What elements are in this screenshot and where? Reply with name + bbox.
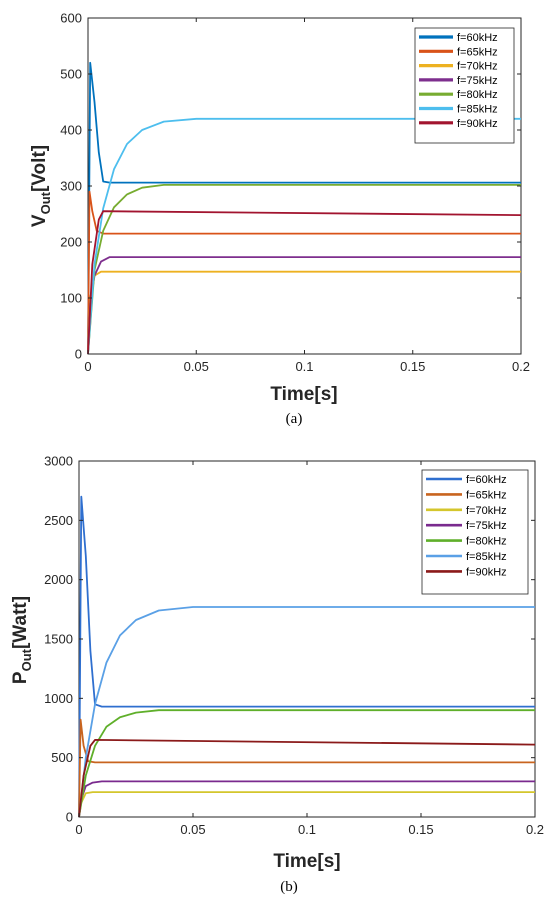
x-tick-label-a-2: 0.1 [295,359,313,374]
x-tick-label-a-1: 0.05 [184,359,209,374]
x-tick-label-b-1: 0.05 [180,822,205,837]
series-line-a-2 [87,190,521,355]
x-tick-label-a-3: 0.15 [400,359,425,374]
tick-layer-a: 0 0.05 0.1 0.15 0.2 0 100 200 300 400 500 600 [60,11,530,375]
y-tick-label-b-1: 500 [51,750,73,765]
y-axis-title-main-b: P [10,671,31,684]
legend-label-a-3: f=70kHz [457,61,498,73]
x-tick-label-a-0: 0 [84,359,91,374]
x-tick-label-a-4: 0.2 [512,359,530,374]
y-tick-label-a-0: 0 [75,347,82,362]
legend-label-a-4: f=75kHz [457,75,498,87]
legend-box-b [421,469,529,595]
series-line-b-6 [78,606,535,818]
series-line-b-1 [78,495,535,818]
series-layer-b [78,495,536,818]
y-tick-label-a-2: 200 [60,235,82,250]
legend-label-b-7: f=90kHz [466,566,507,578]
series-line-b-7 [78,739,536,818]
chart-panel-b: 0 0.05 0.1 0.15 0.2050010001500200025003000 … [10,454,544,896]
legend-label-b-6: f=85kHz [466,551,507,563]
legend-label-a-5: f=80kHz [457,89,498,101]
series-line-a-6 [87,117,521,355]
y-tick-label-b-0: 0 [66,810,73,825]
legend-label-a-2: f=65kHz [457,46,498,58]
x-tick-label-b-2: 0.1 [298,822,316,837]
legend-items-a: f=60kHz f=65kHz f=70kHz f=75kHz f=80kHz f=85k… [419,32,498,130]
y-tick-label-a-3: 300 [60,179,82,194]
y-tick-label-a-5: 500 [60,67,82,82]
legend-label-b-1: f=60kHz [466,474,507,486]
tick-layer-b: 0 0.05 0.1 0.15 0.2 0 500 1000 1500 2000 2500 3000 [44,454,544,838]
x-axis-title-a: Time[s] [270,384,337,405]
y-axis-title-b: POut[Watt] [10,596,34,684]
y-tick-label-b-3: 1500 [44,632,73,647]
y-axis-title-a: VOut[Volt] [29,145,53,227]
series-line-b-5 [78,709,535,818]
legend-label-a-1: f=60kHz [457,32,498,44]
series-line-a-5 [87,183,521,355]
legend-a: f=60kHz f=65kHz f=70kHz f=75kHz f=80kHz f=85k… [414,27,515,144]
x-axis-title-b: Time[s] [273,851,340,872]
caption-b: (b) [280,879,298,895]
legend-b: f=60kHz f=65kHz f=70kHz f=75kHz f=80kHz f=85k… [421,469,529,595]
y-axis-title-tail-b: [Watt] [10,596,31,649]
chart-panel-a: 0 0.05 0.1 0.15 0.2 0 100 200 300 400 500 600 f=60k… [29,11,530,428]
y-tick-label-b-5: 2500 [44,513,73,528]
y-axis-title-sub-a: Out [38,191,53,214]
legend-label-a-6: f=85kHz [457,104,498,116]
series-line-a-7 [87,210,522,355]
legend-label-b-3: f=70kHz [466,505,507,517]
y-tick-label-a-6: 600 [60,11,82,26]
x-tick-label-b-3: 0.15 [408,822,433,837]
x-tick-label-b-4: 0.2 [526,822,544,837]
legend-label-b-2: f=65kHz [466,489,507,501]
x-tick-label-b-0: 0 [75,822,82,837]
caption-a: (a) [286,411,303,427]
y-tick-label-a-4: 400 [60,123,82,138]
series-layer-a [87,61,522,355]
y-axis-title-main-a: V [29,214,50,227]
y-tick-label-a-1: 100 [60,291,82,306]
y-tick-label-b-2: 1000 [44,691,73,706]
y-axis-title-sub-b: Out [19,648,34,671]
y-axis-title-tail-a: [Volt] [29,145,50,192]
legend-label-b-5: f=80kHz [466,536,507,548]
y-tick-label-b-6: 3000 [44,454,73,469]
legend-label-b-4: f=75kHz [466,520,507,532]
y-tick-label-b-4: 2000 [44,572,73,587]
legend-label-a-7: f=90kHz [457,118,498,130]
legend-items-b: f=60kHz f=65kHz f=70kHz f=75kHz f=80kHz f=85k… [426,474,507,578]
